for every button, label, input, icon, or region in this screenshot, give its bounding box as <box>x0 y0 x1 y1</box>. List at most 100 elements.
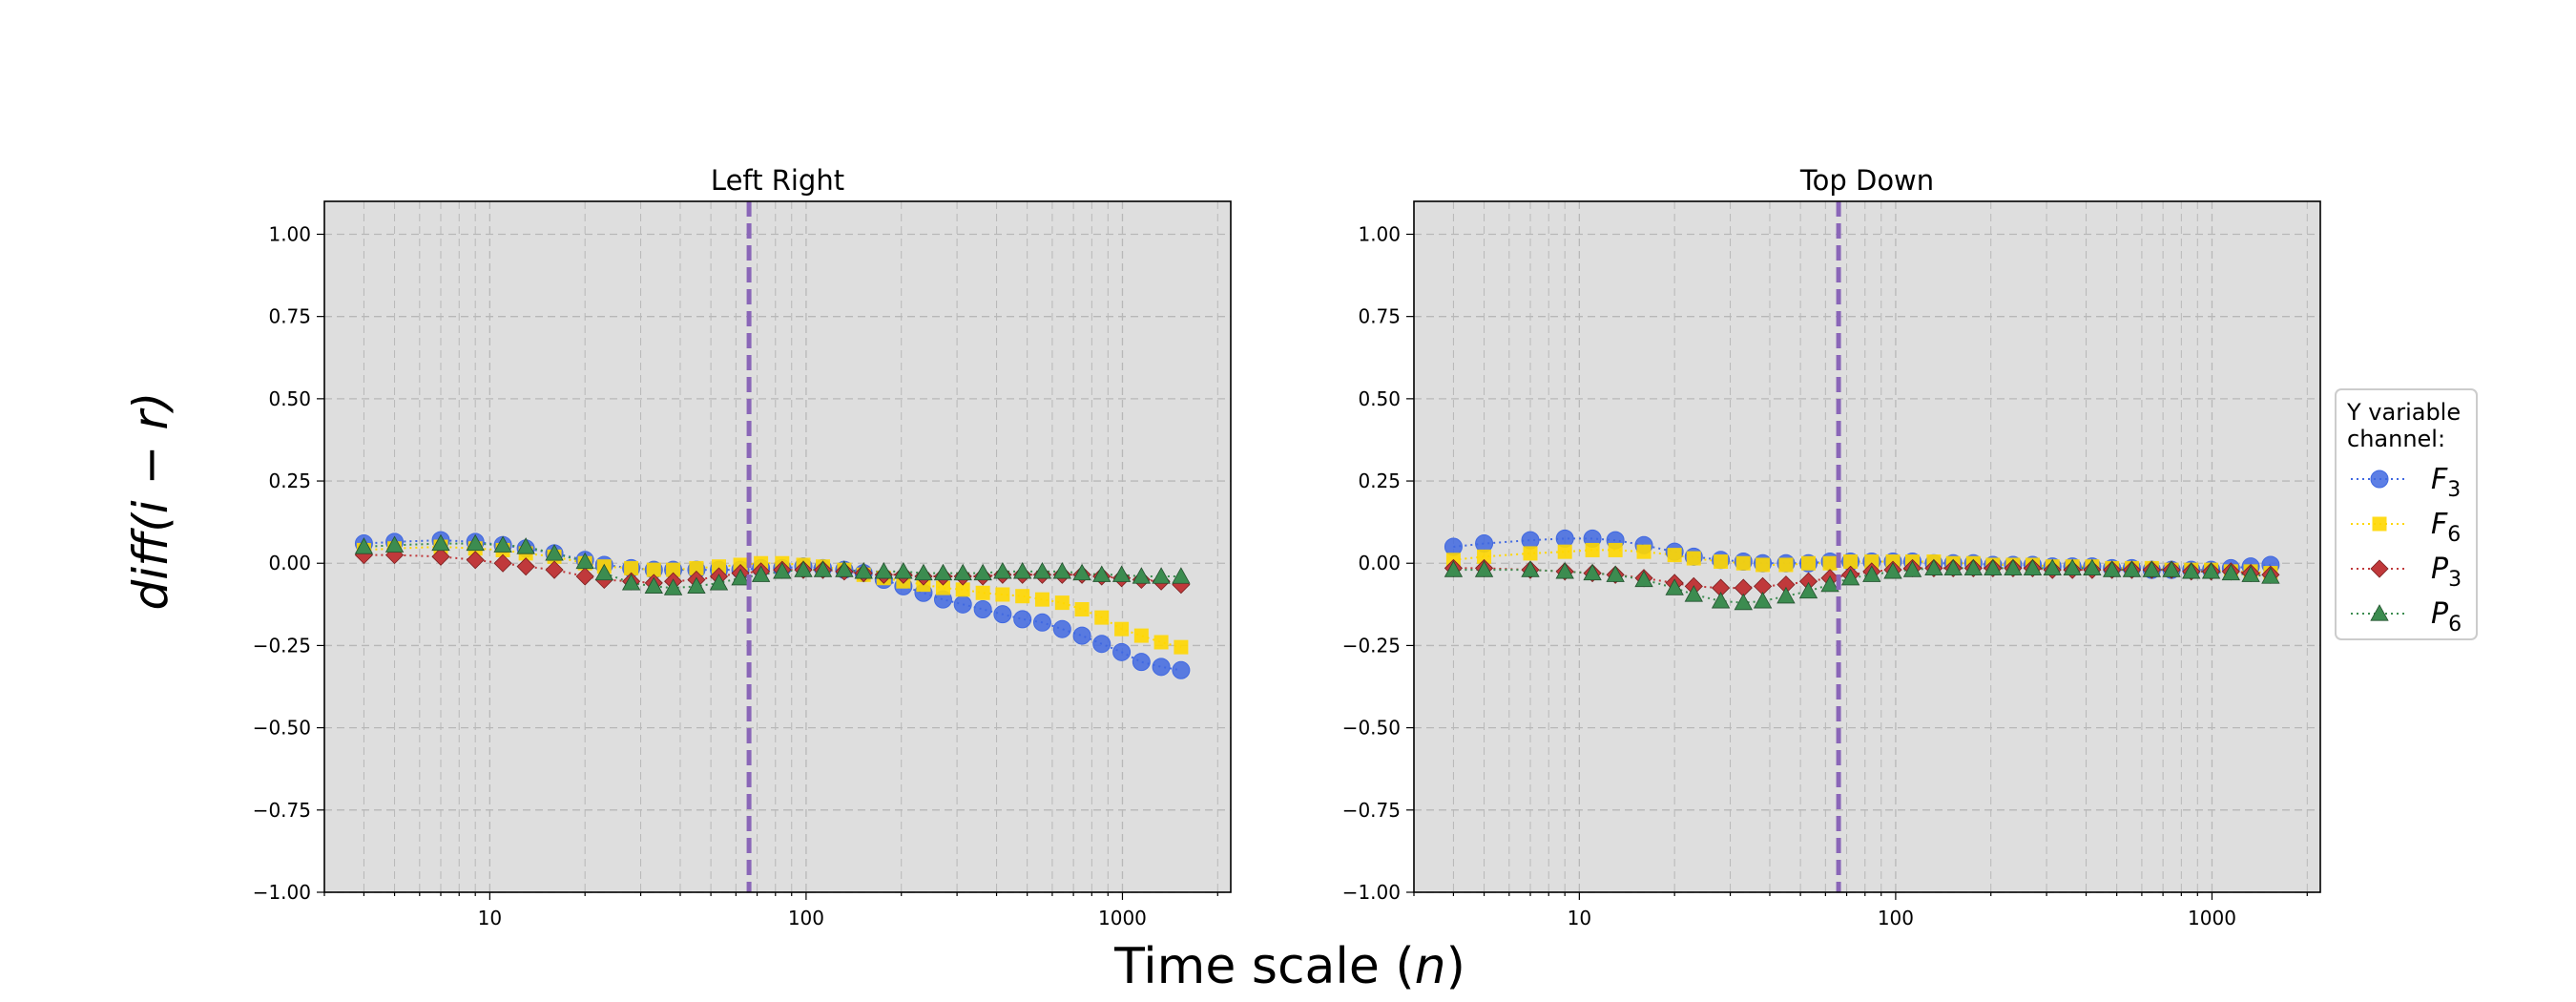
data-point-p6 <box>1606 565 1625 582</box>
y-tick-label: −0.25 <box>1342 634 1401 657</box>
y-tick-label: 0.00 <box>1358 552 1401 574</box>
legend-marker <box>2370 559 2389 578</box>
data-point-f3 <box>1013 610 1032 629</box>
data-point-p6 <box>731 568 750 586</box>
data-point-f6 <box>711 559 726 574</box>
y-tick-label: −1.00 <box>253 881 311 904</box>
y-tick-label: 0.25 <box>268 470 311 492</box>
data-point-p6 <box>2083 558 2102 576</box>
y-tick-label: 0.25 <box>1358 470 1401 492</box>
data-point-p6 <box>493 535 512 553</box>
y-tick-label: −0.50 <box>1342 717 1401 740</box>
x-tick-label: 1000 <box>1098 907 1147 929</box>
data-point-p6 <box>1521 560 1540 577</box>
y-tick-label: −0.50 <box>253 717 311 740</box>
plot-area <box>1414 201 2320 892</box>
data-point-p6 <box>835 560 854 577</box>
data-point-f6 <box>1735 555 1751 571</box>
data-point-f6 <box>955 582 970 597</box>
data-point-f6 <box>1686 551 1701 566</box>
data-point-p6 <box>1555 562 1574 579</box>
data-point-f3 <box>1052 619 1071 638</box>
legend: Y variable channel: F3 F6 P3 P6 <box>2335 388 2478 640</box>
data-point-p3 <box>575 567 594 586</box>
data-point-p6 <box>1902 560 1922 577</box>
data-point-p6 <box>813 560 833 577</box>
y-tick-label: −0.75 <box>253 799 311 822</box>
legend-entry: P3 <box>2351 553 2462 592</box>
data-point-f6 <box>975 585 990 600</box>
x-tick-label: 100 <box>788 907 824 929</box>
data-point-f6 <box>1174 639 1189 655</box>
data-point-p6 <box>2182 562 2201 579</box>
data-point-f6 <box>1608 542 1623 557</box>
panel-title: Top Down <box>1799 164 1934 197</box>
data-point-p3 <box>431 547 450 566</box>
data-point-p6 <box>687 576 706 594</box>
data-point-p6 <box>1072 563 1091 581</box>
data-point-p6 <box>2142 560 2162 577</box>
data-point-p6 <box>773 562 792 579</box>
data-point-p6 <box>874 562 893 579</box>
data-point-f6 <box>1557 544 1572 559</box>
legend-entry: F3 <box>2351 463 2461 502</box>
data-point-p6 <box>953 563 972 581</box>
data-point-p6 <box>431 533 450 552</box>
x-tick-label: 100 <box>1878 907 1914 929</box>
plot-frame <box>323 200 1232 893</box>
data-point-p6 <box>1798 581 1818 599</box>
legend-marker <box>2370 470 2389 489</box>
data-point-p6 <box>2221 563 2241 581</box>
data-point-p6 <box>1634 570 1653 588</box>
data-point-p6 <box>1474 560 1494 577</box>
data-point-f6 <box>1114 621 1130 637</box>
y-tick-label: 0.75 <box>268 305 311 328</box>
y-tick-label: −0.75 <box>1342 799 1401 822</box>
data-point-f6 <box>646 562 661 577</box>
data-point-p6 <box>1883 562 1902 579</box>
data-point-f6 <box>689 560 704 575</box>
data-point-p3 <box>516 557 535 576</box>
y-tick-label: 1.00 <box>1358 222 1401 245</box>
data-point-f6 <box>1800 555 1816 571</box>
data-point-f3 <box>973 600 992 619</box>
legend-label: F6 <box>2431 508 2461 547</box>
data-point-p6 <box>1013 562 1032 579</box>
x-tick-label: 10 <box>478 907 502 929</box>
data-point-p6 <box>1734 593 1753 611</box>
data-point-f6 <box>1843 554 1859 570</box>
data-point-f6 <box>1015 589 1030 604</box>
data-point-p6 <box>1092 565 1111 582</box>
data-point-p6 <box>1963 558 1983 576</box>
y-tick-label: −1.00 <box>1342 881 1401 904</box>
data-point-p6 <box>2162 560 2181 577</box>
data-point-f6 <box>1755 557 1771 573</box>
data-point-p6 <box>914 563 933 581</box>
data-point-p6 <box>1840 568 1860 586</box>
data-point-f6 <box>1864 554 1880 570</box>
legend-title-line1: Y variable <box>2346 399 2461 426</box>
data-point-p6 <box>1753 592 1773 609</box>
data-point-f6 <box>1054 595 1070 611</box>
y-tick-label: 1.00 <box>268 222 311 245</box>
data-point-p6 <box>1152 567 1171 584</box>
data-point-p6 <box>1111 565 1132 582</box>
panel-title: Left Right <box>711 164 844 197</box>
data-point-f6 <box>1074 602 1090 617</box>
data-point-p6 <box>1172 567 1191 584</box>
legend-entry: P6 <box>2351 597 2462 637</box>
data-point-p6 <box>2043 558 2062 576</box>
data-point-f6 <box>1778 557 1794 573</box>
data-point-p6 <box>516 537 535 554</box>
data-point-f6 <box>1094 610 1110 625</box>
data-point-p6 <box>2122 560 2142 577</box>
x-tick-label: 10 <box>1568 907 1591 929</box>
data-point-p6 <box>1711 592 1731 609</box>
data-point-p6 <box>933 563 953 581</box>
x-axis-label: Time scale (n) <box>1113 938 1465 995</box>
data-point-p6 <box>854 562 873 579</box>
data-point-p6 <box>2201 562 2221 579</box>
legend-entries: F3 F6 P3 P6 <box>2351 463 2462 637</box>
data-point-p6 <box>1665 578 1684 595</box>
